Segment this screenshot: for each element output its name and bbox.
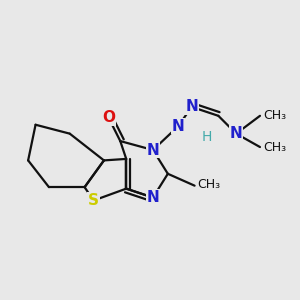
Text: N: N	[172, 119, 184, 134]
Text: N: N	[147, 190, 159, 205]
Text: S: S	[88, 193, 99, 208]
Text: N: N	[230, 126, 243, 141]
Text: CH₃: CH₃	[263, 140, 286, 154]
Text: H: H	[201, 130, 212, 144]
Text: CH₃: CH₃	[263, 109, 286, 122]
Text: O: O	[102, 110, 115, 125]
Text: N: N	[185, 99, 198, 114]
Text: N: N	[147, 142, 159, 158]
Text: CH₃: CH₃	[198, 178, 221, 191]
